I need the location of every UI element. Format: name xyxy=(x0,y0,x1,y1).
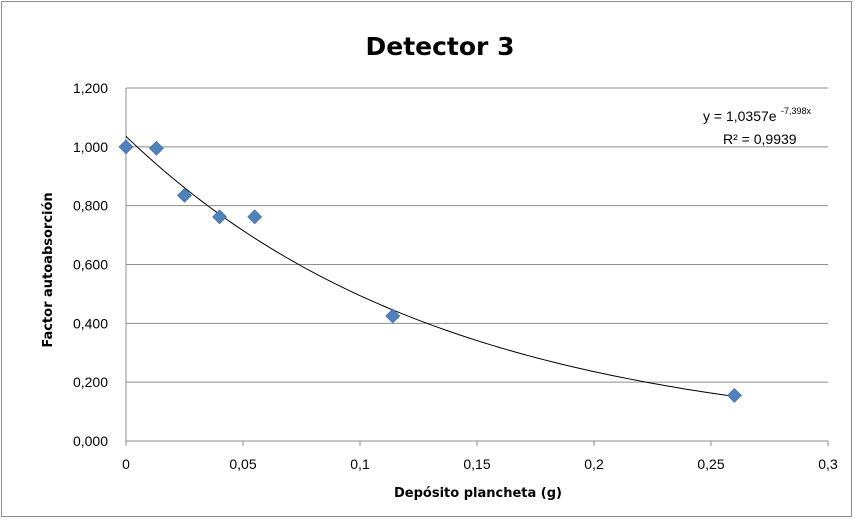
data-points xyxy=(118,139,742,403)
y-tick-label: 0,000 xyxy=(73,433,108,449)
x-tick-label: 0,15 xyxy=(463,456,490,472)
y-tick-label: 0,200 xyxy=(73,374,108,390)
trendline-equation-main: y = 1,0357e xyxy=(703,108,777,124)
x-tick-label: 0,25 xyxy=(697,456,724,472)
x-tick-label: 0,3 xyxy=(818,456,838,472)
y-tick-label: 0,600 xyxy=(73,257,108,273)
y-tick-label: 1,200 xyxy=(73,80,108,96)
r-squared-label: R² = 0,9939 xyxy=(723,131,797,147)
data-point xyxy=(148,140,164,156)
chart-title: Detector 3 xyxy=(366,32,515,61)
trendline-group xyxy=(125,135,735,397)
data-point xyxy=(247,209,263,225)
y-tick-label: 1,000 xyxy=(73,139,108,155)
x-tick-label: 0,2 xyxy=(584,456,604,472)
data-point xyxy=(212,209,228,225)
x-tick-label: 0,05 xyxy=(229,456,256,472)
y-tick-labels: 0,000 0,200 0,400 0,600 0,800 1,000 1,200 xyxy=(73,80,108,449)
gridlines xyxy=(126,87,828,383)
trendline xyxy=(125,135,735,397)
y-tick-label: 0,400 xyxy=(73,315,108,331)
trendline-equation-exponent: -7,398x xyxy=(781,106,812,116)
trendline-equation: y = 1,0357e -7,398x xyxy=(703,106,812,125)
data-point xyxy=(726,387,742,403)
y-axis-title: Factor autoabsorción xyxy=(41,192,56,347)
y-tick-label: 0,800 xyxy=(73,198,108,214)
x-axis-title: Depósito plancheta (g) xyxy=(394,486,562,501)
x-tick-labels: 0 0,05 0,1 0,15 0,2 0,25 0,3 xyxy=(122,456,838,472)
x-tick-label: 0 xyxy=(122,456,130,472)
data-point xyxy=(385,308,401,324)
x-tick-label: 0,1 xyxy=(350,456,370,472)
data-point xyxy=(177,187,192,203)
data-point xyxy=(118,139,134,155)
